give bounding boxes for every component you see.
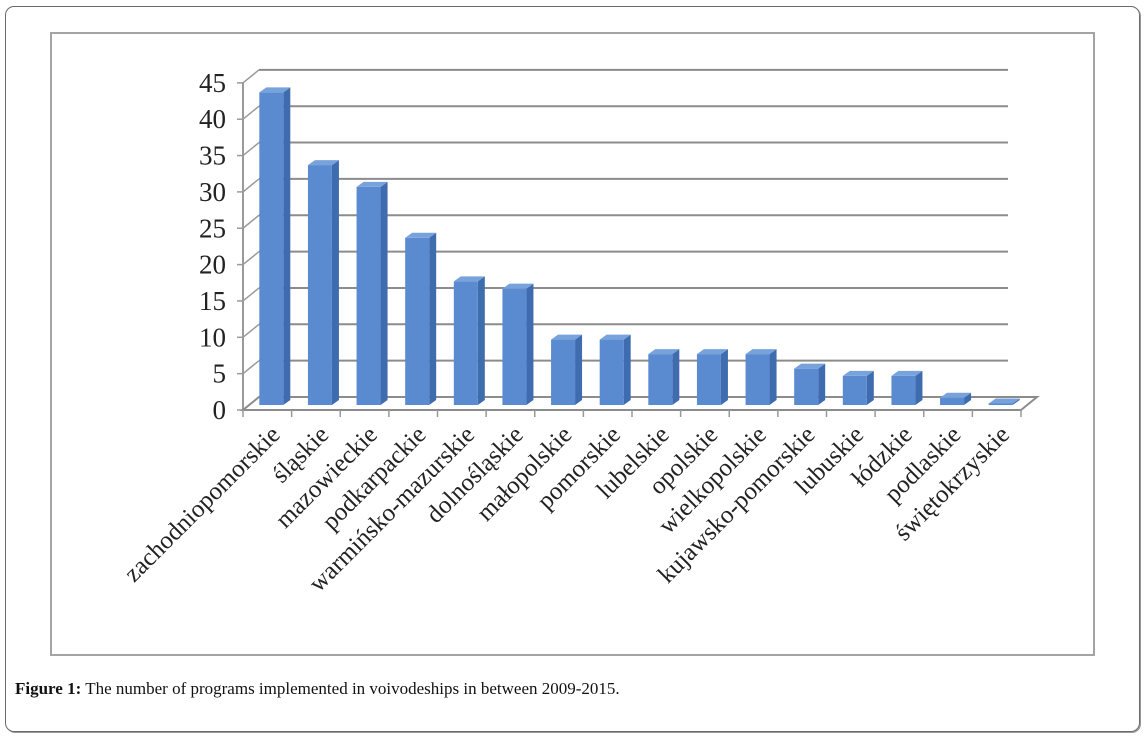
bar-front [696, 354, 721, 405]
side-wall-line [242, 214, 260, 229]
y-tick-label: 5 [213, 359, 227, 389]
side-wall-line [242, 69, 260, 84]
bar-top [891, 370, 923, 376]
bar-front [988, 403, 1013, 405]
bar-front [502, 288, 527, 405]
bar-top [356, 181, 388, 187]
bar-side [866, 370, 874, 405]
y-tick-label: 10 [199, 322, 226, 352]
y-tick-label: 20 [199, 250, 226, 280]
bar-front [259, 92, 284, 405]
bar-front [940, 397, 965, 405]
bar-side [477, 276, 485, 405]
bar-top [842, 370, 874, 376]
y-tick-labels: 0 5 10 15 20 25 30 35 40 45 [199, 68, 226, 425]
bars [259, 87, 1020, 405]
bar [988, 398, 1020, 405]
bar-front [453, 281, 478, 405]
bar [842, 370, 874, 405]
y-tick-label: 15 [199, 286, 226, 316]
bar-front [891, 375, 916, 405]
bar [502, 283, 534, 405]
bar [648, 349, 680, 405]
bar-top [502, 283, 534, 289]
bar [891, 370, 923, 405]
bar-front [745, 354, 770, 405]
bar-front [356, 186, 381, 405]
bar-top [696, 349, 728, 355]
chart-floor [240, 396, 1040, 411]
axes [237, 82, 1040, 417]
bar [745, 349, 777, 405]
bar-side [1012, 398, 1020, 405]
bar-side [526, 283, 534, 405]
bar [794, 363, 826, 405]
y-tick-label: 40 [199, 104, 226, 134]
y-tick-label: 35 [199, 141, 226, 171]
bar-side [964, 392, 972, 405]
caption-text: The number of programs implemented in vo… [81, 679, 620, 698]
bar-top [599, 334, 631, 340]
bar-top [453, 276, 485, 282]
bar-top [551, 334, 583, 340]
bar-side [623, 334, 631, 405]
bar-side [283, 87, 291, 405]
bar-side [915, 370, 923, 405]
bar-side [769, 349, 777, 405]
bar-top [307, 160, 339, 166]
bar [356, 181, 388, 405]
bar-front [307, 165, 332, 405]
bar [599, 334, 631, 405]
bar [696, 349, 728, 405]
bar-top [988, 398, 1020, 404]
bar-front [599, 339, 624, 405]
bar [551, 334, 583, 405]
y-tick-label: 0 [213, 395, 227, 425]
bar [307, 160, 339, 405]
bar [940, 392, 972, 405]
bar-top [794, 363, 826, 369]
side-wall-line [242, 178, 260, 193]
x-tick-label: zachodniopomorskie [119, 421, 285, 587]
bar-side [331, 160, 339, 405]
bar-top [259, 87, 291, 93]
side-wall-line [242, 251, 260, 266]
bar-front [842, 375, 867, 405]
y-tick-label: 25 [199, 213, 226, 243]
bar-side [818, 363, 826, 405]
bar-front [405, 237, 430, 405]
y-tick-label: 30 [199, 177, 226, 207]
side-wall-line [242, 141, 260, 157]
side-wall-line [242, 360, 260, 375]
bar-side [720, 349, 728, 405]
bar [259, 87, 291, 405]
chart-area [50, 32, 1095, 656]
bar-side [380, 181, 388, 405]
bar-side [429, 232, 437, 405]
x-tick-labels: zachodniopomorskieśląskiemazowieckiepodk… [119, 421, 1015, 597]
side-wall-line [242, 105, 260, 120]
bar-top [405, 232, 437, 238]
figure-frame [5, 6, 1140, 732]
bar-front [551, 339, 576, 405]
y-tick-label: 45 [199, 68, 226, 98]
bar [405, 232, 437, 405]
side-wall-line [242, 323, 260, 338]
side-wall-line [242, 287, 260, 302]
bar-top [940, 392, 972, 398]
bar [453, 276, 485, 405]
bar-side [575, 334, 583, 405]
bar-top [745, 349, 777, 355]
bar-front [648, 354, 673, 405]
bar-side [672, 349, 680, 405]
bar-top [648, 349, 680, 355]
bar-front [794, 368, 819, 405]
figure-caption: Figure 1: The number of programs impleme… [15, 679, 620, 699]
caption-label: Figure 1: [15, 679, 82, 698]
